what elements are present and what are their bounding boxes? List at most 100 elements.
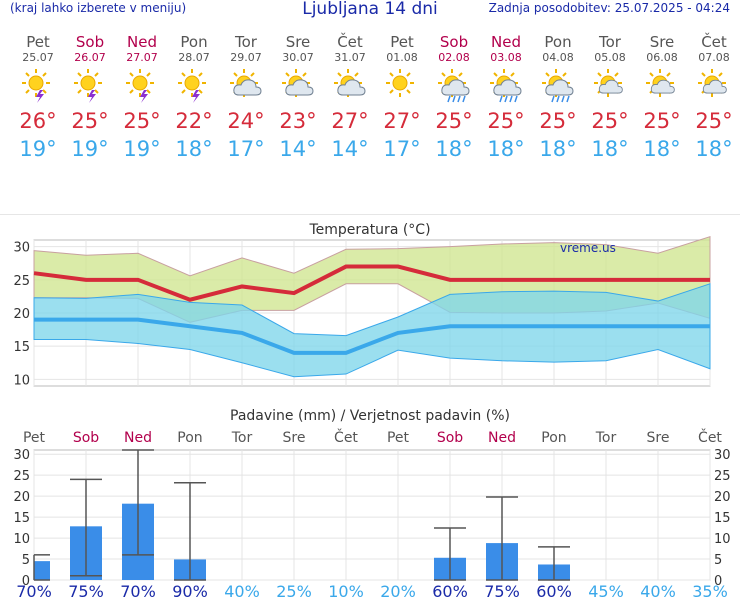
day-label: Pon	[177, 430, 202, 446]
min-temp: 18°	[175, 137, 213, 161]
day-name: Čet	[337, 33, 363, 51]
precipitation-probability: 20%	[380, 582, 416, 600]
temperature-chart: Temperatura (°C) 10 15 20 25 30 vreme.us	[0, 214, 740, 389]
day-name: Sre	[649, 33, 675, 51]
y-tick-label-right: 20	[714, 490, 731, 505]
day-name: Pon	[544, 33, 572, 51]
y-tick-label: 30	[13, 241, 30, 256]
day-column: Sob 26.07 25° 19°	[64, 34, 116, 163]
precipitation-probability: 40%	[640, 582, 676, 600]
day-date: 02.08	[438, 51, 470, 64]
precipitation-probability: 35%	[692, 582, 728, 600]
precipitation-range	[538, 546, 570, 581]
day-column: Pon 04.08 25° 18°	[532, 34, 584, 163]
day-column: Sob 02.08 25° 18°	[428, 34, 480, 163]
temperature-y-ticks: 10 15 20 25 30	[13, 241, 30, 389]
sun-cloud-light-icon	[584, 65, 636, 107]
max-temp: 24°	[227, 109, 265, 133]
min-temp: 19°	[123, 137, 161, 161]
max-temp: 26°	[19, 109, 57, 133]
day-name: Ned	[491, 33, 521, 51]
precipitation-bar	[34, 561, 50, 580]
y-tick-label-left: 25	[13, 469, 30, 484]
min-temp: 19°	[19, 137, 57, 161]
day-label: Ned	[488, 430, 516, 446]
y-tick-label-left: 0	[22, 574, 30, 589]
day-name: Pon	[180, 33, 208, 51]
y-tick-label: 20	[13, 307, 30, 322]
temperature-lines	[33, 264, 710, 355]
precipitation-probability: 75%	[68, 582, 104, 600]
day-date: 07.08	[698, 51, 730, 64]
y-tick-label-left: 10	[13, 532, 30, 547]
precipitation-probability: 25%	[276, 582, 312, 600]
day-date: 06.08	[646, 51, 678, 64]
day-column: Pet 25.07 26° 19°	[12, 34, 64, 163]
temperature-chart-title: Temperatura (°C)	[308, 222, 430, 238]
day-date: 30.07	[282, 51, 314, 64]
precipitation-chart-title: Padavine (mm) / Verjetnost padavin (%)	[230, 408, 510, 424]
min-temp: 17°	[383, 137, 421, 161]
precipitation-probability: 70%	[120, 582, 156, 600]
max-temp: 25°	[71, 109, 109, 133]
sun-cloud-thunder-icon	[12, 65, 64, 107]
day-date: 03.08	[490, 51, 522, 64]
day-date: 26.07	[74, 51, 106, 64]
min-temp: 19°	[71, 137, 109, 161]
precipitation-bars	[34, 503, 570, 580]
day-label: Ned	[124, 430, 152, 446]
last-update: Zadnja posodobitev: 25.07.2025 - 04:24	[488, 1, 730, 15]
day-column: Čet 07.08 25° 18°	[688, 34, 740, 163]
min-temp: 18°	[539, 137, 577, 161]
precipitation-range	[434, 527, 466, 581]
max-temp: 25°	[435, 109, 473, 133]
precipitation-probabilities: 70% 75% 70% 90% 40% 25% 10% 20% 60% 75% 60% 45% 40% 3…	[16, 582, 728, 600]
page-title: Ljubljana 14 dni	[302, 0, 438, 19]
max-temp-line	[33, 264, 710, 302]
sun-icon	[376, 65, 428, 107]
day-name: Čet	[701, 33, 727, 51]
precipitation-ranges	[33, 449, 570, 581]
y-tick-label-left: 5	[22, 553, 30, 568]
day-label: Pon	[541, 430, 566, 446]
precipitation-day-labels: Pet Sob Ned Pon Tor Sre Čet Pet Sob Ned Pon Tor Sre Č…	[23, 428, 722, 446]
max-temp: 27°	[383, 109, 421, 133]
day-date: 05.08	[594, 51, 626, 64]
day-label: Sre	[283, 430, 306, 446]
day-label: Tor	[595, 430, 617, 446]
min-temp: 18°	[695, 137, 733, 161]
y-tick-label-left: 20	[13, 490, 30, 505]
y-tick-label-right: 15	[714, 511, 731, 526]
day-date: 01.08	[386, 51, 418, 64]
sun-cloud-thunder-icon	[168, 65, 220, 107]
y-tick-label-right: 30	[714, 448, 731, 463]
day-name: Pet	[390, 33, 414, 51]
day-forecast-strip: Pet 25.07 26° 19° Sob 26.07 25° 19° Ned 27.07 25…	[0, 34, 740, 170]
y-tick-label: 10	[13, 373, 30, 388]
day-name: Tor	[235, 33, 257, 51]
y-tick-label: 25	[13, 274, 30, 289]
precipitation-probability: 70%	[16, 582, 52, 600]
min-temp: 18°	[591, 137, 629, 161]
sun-cloud-rain-icon	[480, 65, 532, 107]
day-label: Sob	[73, 430, 99, 446]
sun-cloud-rain-icon	[428, 65, 480, 107]
day-column: Tor 29.07 24° 17°	[220, 34, 272, 163]
day-label: Čet	[698, 428, 722, 446]
day-label: Sre	[647, 430, 670, 446]
y-tick-label-left: 30	[13, 448, 30, 463]
min-temp: 14°	[331, 137, 369, 161]
day-label: Sob	[437, 430, 463, 446]
header: (kraj lahko izberete v meniju) Ljubljana…	[0, 0, 740, 22]
max-temp: 25°	[591, 109, 629, 133]
day-column: Sre 30.07 23° 14°	[272, 34, 324, 163]
max-temp: 25°	[643, 109, 681, 133]
min-temp: 18°	[487, 137, 525, 161]
precipitation-probability: 40%	[224, 582, 260, 600]
sun-cloud-icon	[220, 65, 272, 107]
day-date: 31.07	[334, 51, 366, 64]
precipitation-range	[174, 481, 206, 581]
precipitation-range	[33, 554, 50, 581]
day-name: Pet	[26, 33, 50, 51]
location-menu-hint[interactable]: (kraj lahko izberete v meniju)	[10, 1, 187, 15]
